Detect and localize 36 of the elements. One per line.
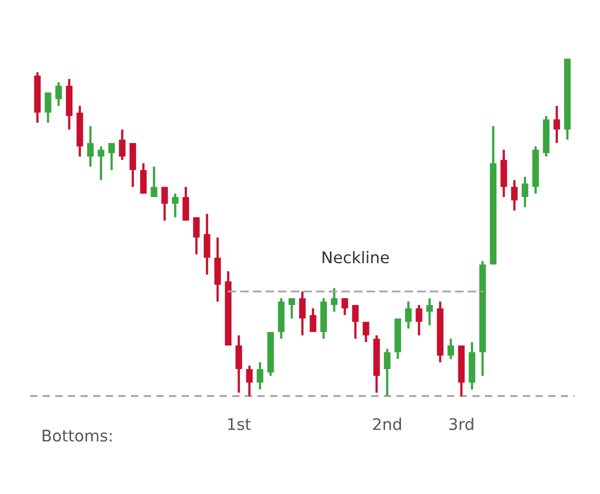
candlestick [55,81,62,108]
x-tick-label: 2nd [373,418,401,430]
candlestick [87,125,94,168]
candlestick [384,348,390,398]
candlestick [161,186,168,222]
x-tick-label: 1st [228,418,251,430]
candlestick [150,166,158,198]
text: Bottoms: [42,430,112,442]
candlestick [405,300,412,330]
x-tick-label: 3rd [449,418,474,430]
candlestick [416,304,422,336]
candlestick [362,320,370,344]
candlestick [246,364,253,398]
series-label: Neckline [322,251,389,264]
candlestick [108,142,115,172]
candlestick [426,297,433,326]
candlestick [182,186,190,222]
candlestick [299,290,306,336]
candlestick [204,212,210,276]
candlestick [256,361,264,390]
candlestick [172,192,178,218]
candlestick [236,334,242,394]
candlestick [140,162,147,195]
candlestick [511,179,518,212]
candlestick [553,104,560,144]
candlestick [44,91,52,124]
candlestick [118,128,126,162]
candlestick [193,216,200,256]
candlestick [342,297,348,316]
candlestick [330,287,338,313]
candlestick [98,145,104,182]
candlestick [288,297,296,320]
candlestick [448,338,454,360]
candlestick [522,176,528,208]
candlestick [352,304,359,340]
candlestick [310,307,316,334]
